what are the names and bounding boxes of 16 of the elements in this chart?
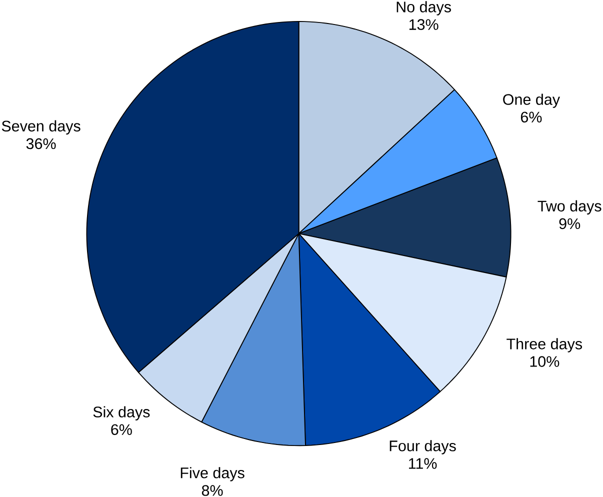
slice-label: One day — [503, 94, 560, 108]
data-label: 9% — [559, 218, 580, 230]
slice-label: No days — [396, 1, 451, 16]
data-label: 11% — [409, 458, 437, 469]
slice-label: Six days — [93, 406, 150, 420]
data-label: 36% — [26, 138, 56, 150]
slice-label: Seven days — [2, 120, 80, 134]
data-label: 8% — [202, 485, 223, 496]
slice-label: Five days — [180, 467, 244, 482]
data-label: 10% — [530, 356, 560, 367]
slice-label: Three days — [506, 338, 582, 352]
data-label: 6% — [111, 424, 132, 435]
data-label: 6% — [520, 112, 542, 122]
slice-label: Four days — [390, 440, 456, 454]
slice-label: Two days — [538, 200, 602, 214]
data-label: 13% — [409, 19, 438, 30]
